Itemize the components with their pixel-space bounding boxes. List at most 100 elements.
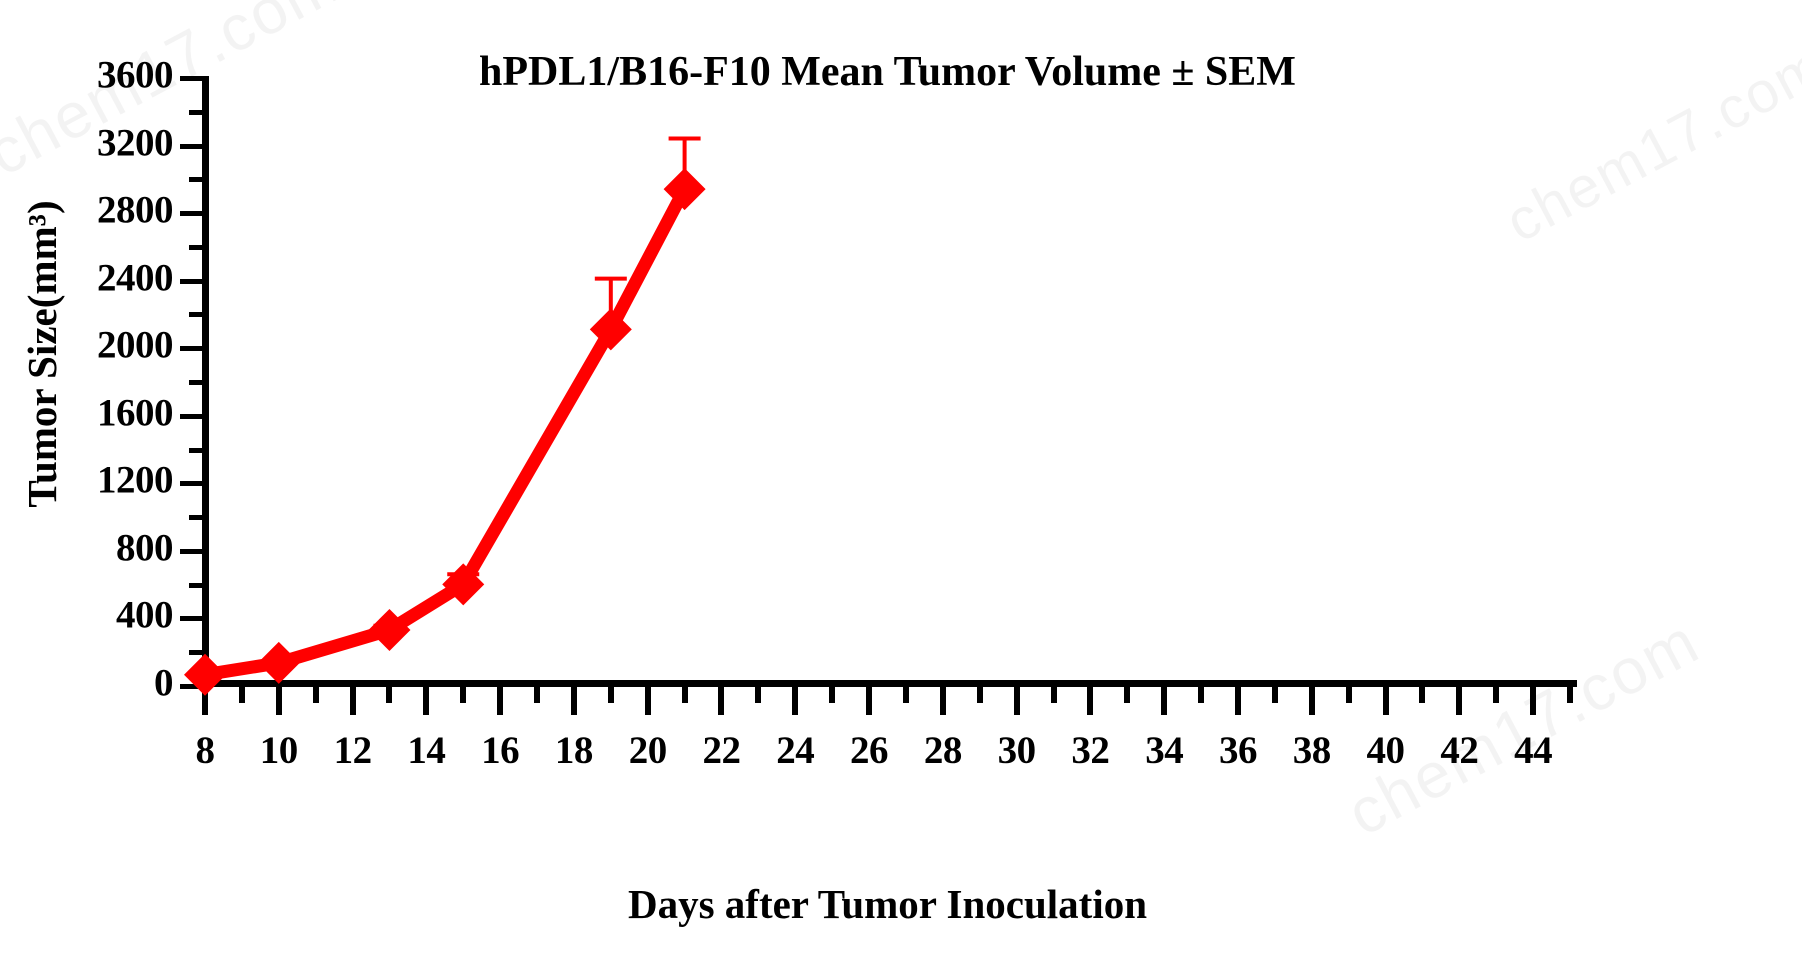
y-tick-label: 2000	[97, 323, 174, 367]
x-tick-minor	[829, 685, 836, 703]
y-tick-major	[180, 278, 202, 284]
x-tick-label: 10	[259, 729, 299, 772]
y-tick-minor	[189, 312, 202, 318]
y-tick-minor	[189, 515, 202, 521]
x-tick-minor	[681, 685, 688, 703]
y-tick-major	[180, 481, 202, 487]
x-tick-minor	[1271, 685, 1278, 703]
y-tick-label: 3200	[97, 121, 174, 165]
x-tick-major	[497, 685, 504, 715]
x-axis-line	[202, 680, 1577, 687]
y-tick-major	[180, 616, 202, 622]
data-point-marker	[589, 308, 632, 351]
data-series-layer	[184, 136, 706, 696]
x-tick-minor	[1124, 685, 1131, 703]
y-tick-label: 400	[116, 594, 174, 638]
y-tick-minor	[189, 582, 202, 588]
data-point-marker	[663, 168, 706, 211]
y-tick-label: 3600	[97, 53, 174, 97]
y-tick-label: 2800	[97, 188, 174, 232]
x-tick-major	[423, 685, 430, 715]
x-tick-major	[349, 685, 356, 715]
y-tick-major	[180, 684, 202, 689]
x-tick-minor	[534, 685, 541, 703]
x-tick-major	[1456, 685, 1463, 715]
x-tick-major	[202, 685, 208, 715]
x-tick-label: 28	[923, 729, 963, 772]
x-tick-minor	[1419, 685, 1426, 703]
plot-area: 0 400 800 1200 1600 2000 2400 2800 3200 3600 8 10 1…	[97, 54, 1577, 772]
x-tick-major	[644, 685, 651, 715]
x-tick-label: 18	[554, 729, 594, 772]
x-tick-major	[1234, 685, 1241, 715]
x-tick-major	[718, 685, 725, 715]
chart-title: hPDL1/B16-F10 Mean Tumor Volume ± SEM	[479, 49, 1296, 95]
x-tick-label: 20	[628, 729, 668, 772]
x-tick-major	[1382, 685, 1389, 715]
x-tick-major	[939, 685, 946, 715]
y-tick-minor	[189, 650, 202, 656]
y-tick-major	[180, 76, 202, 81]
x-tick-label: 8	[195, 729, 216, 772]
y-tick-major	[180, 211, 202, 217]
y-tick-minor	[189, 447, 202, 453]
y-tick-label: 0	[154, 661, 174, 705]
data-point-marker	[184, 653, 226, 696]
x-tick-label: 24	[776, 729, 815, 772]
series-line	[203, 186, 691, 682]
x-axis-title: Days after Tumor Inoculation	[627, 881, 1148, 927]
x-tick-minor	[238, 685, 245, 703]
y-tick-label: 1200	[97, 458, 174, 502]
x-tick-label: 26	[850, 729, 889, 772]
x-tick-minor	[1198, 685, 1205, 703]
x-tick-label: 34	[1145, 729, 1184, 772]
x-tick-label: 16	[481, 729, 520, 772]
x-tick-major	[570, 685, 577, 715]
y-tick-minor	[189, 177, 202, 183]
x-tick-minor	[902, 685, 909, 703]
y-axis-title: Tumor Size(mm³)	[19, 200, 65, 508]
y-tick-minor	[189, 380, 202, 385]
y-tick-major	[180, 143, 202, 149]
x-tick-minor	[607, 685, 614, 703]
x-tick-major	[792, 685, 799, 715]
x-tick-label: 14	[407, 729, 446, 772]
data-point-marker	[442, 563, 485, 606]
x-tick-label: 30	[997, 729, 1037, 772]
x-tick-label: 38	[1292, 729, 1332, 772]
x-tick-label: 42	[1440, 729, 1479, 772]
x-tick-major	[1308, 685, 1315, 715]
y-tick-minor	[189, 109, 202, 115]
x-tick-label: 40	[1366, 729, 1406, 772]
x-tick-major	[1087, 685, 1094, 715]
x-tick-minor	[755, 685, 762, 703]
x-tick-label: 36	[1218, 729, 1258, 772]
y-tick-major	[180, 548, 202, 554]
x-tick-minor	[386, 685, 393, 703]
x-tick-label: 32	[1071, 729, 1110, 772]
data-point-marker	[257, 641, 300, 684]
x-tick-minor	[1567, 685, 1573, 703]
x-tick-major	[866, 685, 873, 715]
x-tick-minor	[312, 685, 319, 703]
x-tick-major	[1161, 685, 1168, 715]
x-tick-label: 22	[702, 729, 741, 772]
x-tick-minor	[1493, 685, 1500, 703]
x-tick-minor	[976, 685, 983, 703]
y-tick-major	[180, 346, 202, 352]
x-tick-major	[275, 685, 282, 715]
x-tick-major	[1013, 685, 1020, 715]
data-point-marker	[368, 608, 411, 651]
y-tick-label: 2400	[97, 256, 174, 300]
y-tick-label: 800	[116, 526, 174, 570]
x-tick-minor	[1050, 685, 1057, 703]
x-tick-major	[1530, 685, 1537, 715]
y-tick-label: 1600	[97, 391, 174, 435]
y-tick-minor	[189, 244, 202, 250]
y-axis-line	[202, 76, 209, 684]
x-tick-label: 44	[1514, 729, 1553, 772]
x-tick-minor	[460, 685, 467, 703]
y-tick-major	[180, 413, 202, 419]
x-tick-label: 12	[333, 729, 373, 772]
